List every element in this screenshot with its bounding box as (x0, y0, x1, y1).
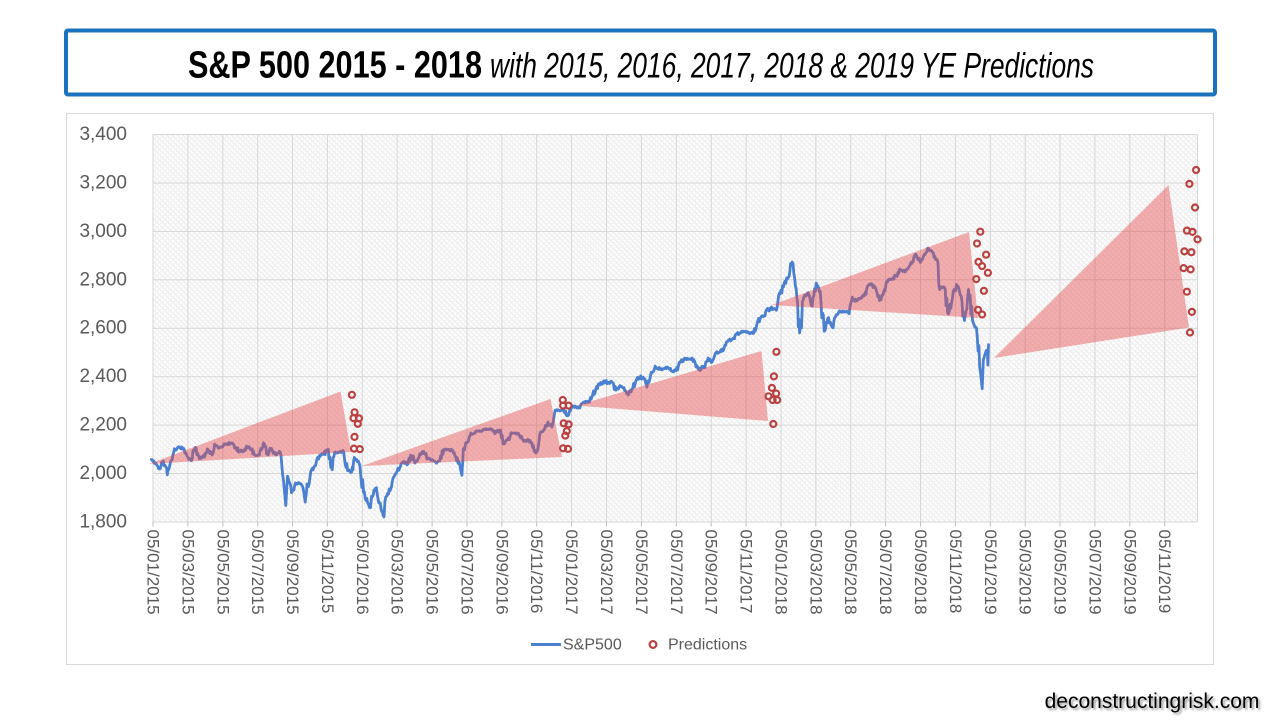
svg-text:05/05/2017: 05/05/2017 (632, 530, 651, 615)
svg-text:2,000: 2,000 (79, 463, 127, 484)
svg-text:05/03/2017: 05/03/2017 (597, 530, 616, 615)
svg-text:05/09/2017: 05/09/2017 (702, 530, 721, 615)
svg-text:05/11/2017: 05/11/2017 (737, 530, 756, 614)
svg-text:05/05/2019: 05/05/2019 (1051, 530, 1070, 615)
svg-text:1,800: 1,800 (79, 512, 127, 533)
svg-text:05/01/2018: 05/01/2018 (772, 530, 791, 615)
svg-text:05/01/2017: 05/01/2017 (562, 530, 581, 615)
svg-text:S&P 500 2015 - 2018: S&P 500 2015 - 2018 (188, 45, 482, 87)
svg-text:2,800: 2,800 (79, 269, 127, 290)
svg-text:3,200: 3,200 (79, 172, 127, 193)
svg-text:05/09/2018: 05/09/2018 (911, 530, 930, 615)
svg-text:Predictions: Predictions (668, 637, 747, 654)
svg-text:05/03/2019: 05/03/2019 (1016, 530, 1035, 615)
svg-text:deconstructingrisk.com: deconstructingrisk.com (1045, 690, 1260, 713)
svg-text:05/03/2015: 05/03/2015 (178, 530, 197, 615)
svg-text:3,400: 3,400 (79, 124, 127, 145)
svg-text:05/05/2015: 05/05/2015 (213, 530, 232, 615)
svg-text:05/11/2018: 05/11/2018 (946, 530, 965, 614)
svg-text:05/09/2016: 05/09/2016 (492, 530, 511, 615)
svg-text:05/11/2015: 05/11/2015 (318, 530, 337, 614)
svg-text:05/07/2017: 05/07/2017 (667, 530, 686, 615)
svg-text:05/05/2016: 05/05/2016 (423, 530, 442, 615)
svg-text:2,600: 2,600 (79, 318, 127, 339)
svg-text:3,000: 3,000 (79, 221, 127, 242)
svg-text:05/07/2019: 05/07/2019 (1085, 530, 1104, 615)
svg-text:2,200: 2,200 (79, 415, 127, 436)
svg-text:05/03/2018: 05/03/2018 (806, 530, 825, 615)
svg-text:05/11/2016: 05/11/2016 (527, 530, 546, 614)
svg-text:with 2015, 2016, 2017, 2018 &: with 2015, 2016, 2017, 2018 & 2019 YE Pr… (490, 47, 1094, 86)
svg-text:2,400: 2,400 (79, 366, 127, 387)
svg-text:S&P500: S&P500 (563, 637, 622, 654)
svg-text:05/09/2019: 05/09/2019 (1120, 530, 1139, 615)
svg-text:05/01/2019: 05/01/2019 (981, 530, 1000, 615)
svg-text:05/03/2016: 05/03/2016 (388, 530, 407, 615)
svg-text:05/07/2015: 05/07/2015 (248, 530, 267, 615)
svg-text:05/01/2015: 05/01/2015 (144, 530, 163, 615)
svg-text:05/07/2016: 05/07/2016 (458, 530, 477, 615)
svg-text:05/01/2016: 05/01/2016 (353, 530, 372, 615)
svg-text:05/05/2018: 05/05/2018 (841, 530, 860, 615)
svg-text:05/11/2019: 05/11/2019 (1155, 530, 1174, 614)
svg-text:05/07/2018: 05/07/2018 (876, 530, 895, 615)
svg-text:05/09/2015: 05/09/2015 (283, 530, 302, 615)
